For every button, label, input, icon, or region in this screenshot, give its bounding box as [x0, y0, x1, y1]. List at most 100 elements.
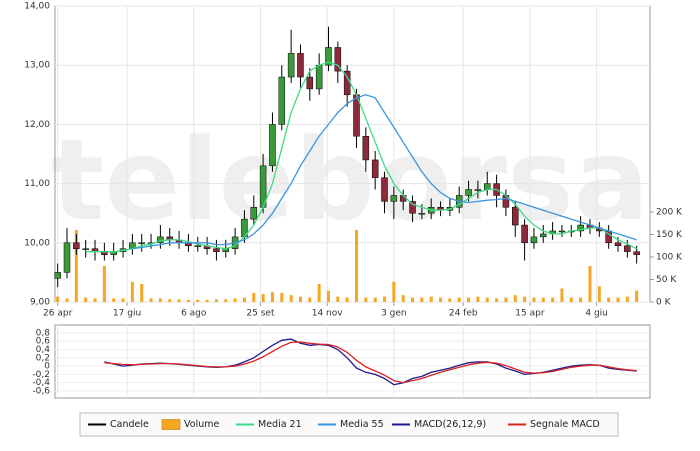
x-tick-label: 14 nov: [312, 309, 344, 319]
candle-body: [73, 242, 80, 249]
y2-tick-label: 200 K: [656, 208, 683, 218]
candle-body: [521, 224, 528, 244]
volume-bar: [513, 295, 517, 302]
y2-tick-label: 100 K: [656, 253, 683, 263]
volume-bar: [270, 292, 274, 302]
volume-bar: [383, 296, 387, 302]
y2-tick-label: 150 K: [656, 230, 683, 240]
candle-body: [614, 242, 622, 247]
y-tick-label: 11,00: [24, 179, 50, 189]
y-tick-label: -0,4: [32, 378, 50, 388]
volume-bar: [196, 299, 200, 302]
volume-bar: [298, 296, 302, 302]
candle-body: [250, 207, 258, 220]
candle-body: [418, 212, 426, 215]
volume-bar: [560, 288, 564, 302]
candle-body: [474, 189, 482, 191]
legend-label: Media 21: [258, 419, 302, 430]
macd-line: [104, 341, 637, 384]
volume-bar: [326, 290, 330, 302]
y-tick-label: 10,00: [24, 238, 50, 248]
legend-label: MACD(26,12,9): [414, 419, 486, 430]
y-tick-label: 12,00: [24, 120, 50, 130]
x-tick-label: 6 ago: [181, 309, 207, 319]
candle-body: [558, 230, 566, 233]
volume-bar: [579, 297, 583, 302]
volume-bar: [158, 298, 162, 302]
volume-bar: [345, 297, 349, 302]
volume-bar: [569, 297, 573, 302]
candle-body: [157, 236, 164, 244]
volume-bar: [467, 297, 471, 302]
volume-bar: [401, 295, 405, 302]
volume-bar: [448, 298, 452, 302]
volume-bar: [74, 230, 78, 302]
volume-bar: [597, 286, 601, 302]
volume-bar: [289, 295, 293, 302]
y-tick-label: 14,00: [24, 2, 50, 12]
volume-bar: [102, 266, 106, 302]
candle-body: [399, 195, 407, 202]
volume-bar: [429, 296, 433, 302]
y2-tick-label: 0 K: [656, 298, 672, 308]
volume-bar: [336, 296, 340, 302]
candle-body: [315, 64, 323, 90]
volume-bar: [457, 297, 461, 302]
candle-body: [362, 135, 370, 161]
volume-bar: [56, 296, 60, 302]
volume-bar: [261, 293, 265, 302]
volume-bar: [625, 296, 629, 302]
volume-bar: [177, 299, 181, 302]
candle-body: [306, 76, 314, 90]
volume-bar: [607, 297, 611, 302]
candle-body: [194, 245, 201, 248]
candle-body: [633, 251, 640, 255]
candle-body: [483, 183, 491, 190]
volume-bar: [485, 297, 489, 302]
candle-body: [63, 242, 71, 273]
candle-body: [409, 201, 416, 214]
legend-label: Media 55: [340, 419, 384, 430]
candle-body: [213, 248, 220, 252]
candle-body: [54, 272, 61, 279]
y-tick-label: 0,2: [36, 353, 50, 363]
macd-frame: [54, 324, 651, 399]
candle-body: [82, 248, 89, 250]
volume-bar: [411, 297, 415, 302]
moving-average: [85, 61, 637, 253]
y-tick-label: -0,2: [32, 370, 50, 380]
volume-bar: [373, 297, 377, 302]
volume-bar: [205, 299, 209, 302]
x-tick-label: 3 gen: [381, 309, 407, 319]
volume-bar: [355, 230, 359, 302]
candle-body: [624, 245, 631, 252]
candle-body: [371, 159, 379, 178]
y-tick-label: 0,8: [36, 328, 51, 338]
candle-body: [390, 195, 398, 202]
candle-body: [540, 233, 547, 238]
candle-body: [138, 242, 145, 245]
candle-body: [465, 189, 472, 196]
candle-body: [512, 207, 519, 226]
y-tick-label: 9,00: [30, 298, 50, 308]
volume-bar: [121, 298, 125, 302]
y-tick-label: 0,4: [36, 345, 51, 355]
y-tick-label: 13,00: [24, 61, 50, 71]
volume-bar: [65, 298, 69, 302]
volume-bar: [93, 298, 97, 302]
watermark: teleborsa: [51, 116, 649, 246]
volume-bar: [439, 297, 443, 302]
volume-bar: [504, 297, 508, 302]
volume-bar: [214, 299, 218, 302]
volume-bar: [476, 296, 480, 302]
volume-bar: [392, 281, 396, 302]
legend-label: Segnale MACD: [530, 419, 600, 430]
volume-bar: [495, 298, 499, 302]
x-tick-label: 25 set: [246, 309, 275, 319]
legend-label: Candele: [110, 419, 149, 430]
volume-bar: [308, 297, 312, 302]
volume-bar: [523, 296, 527, 302]
y-tick-label: 0,6: [36, 337, 51, 347]
